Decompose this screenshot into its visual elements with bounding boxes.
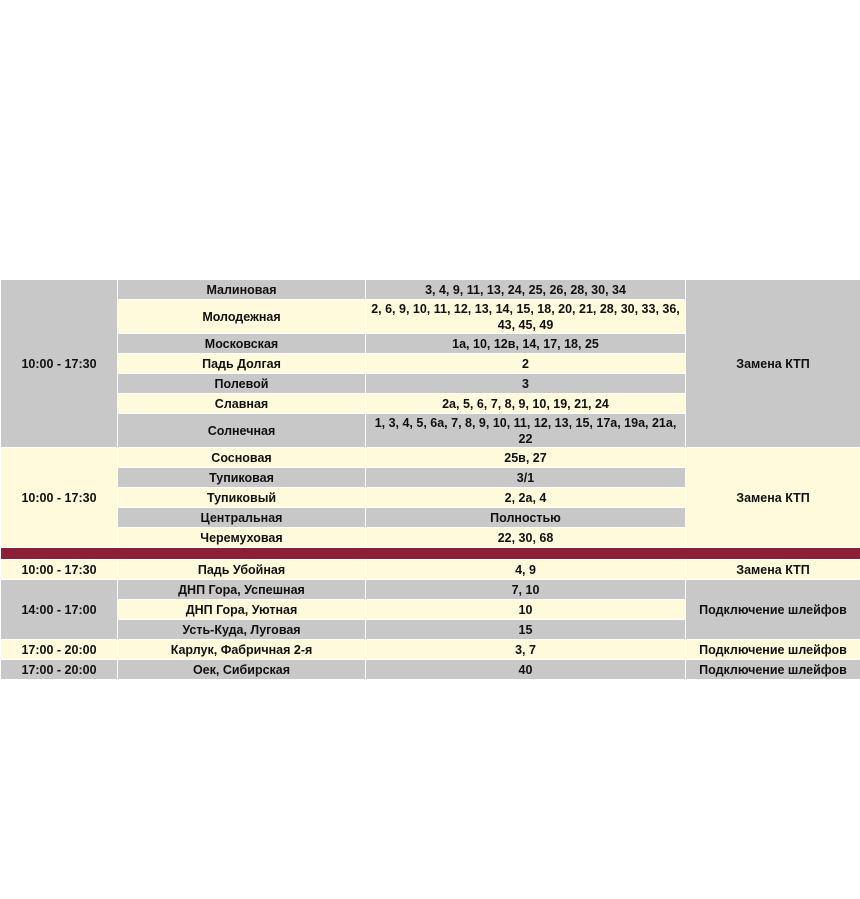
houses-cell: 3, 4, 9, 11, 13, 24, 25, 26, 28, 30, 34 (365, 279, 686, 300)
time-cell: 10:00 - 17:30 (0, 279, 118, 448)
schedule-body: 10:00 - 17:30 Малиновая 3, 4, 9, 11, 13, 2… (0, 279, 860, 680)
street-cell: Малиновая (117, 279, 366, 300)
table-row: Центральная Полностью (1, 507, 860, 528)
time-cell: 14:00 - 17:00 (0, 579, 118, 640)
houses-cell: Полностью (365, 507, 686, 528)
time-cell: 10:00 - 17:30 (0, 559, 118, 580)
houses-cell: 2 (365, 353, 686, 374)
houses-cell: 25в, 27 (365, 447, 686, 468)
street-cell: ДНП Гора, Успешная (117, 579, 366, 600)
street-cell: Падь Убойная (117, 559, 366, 580)
work-type-cell: Подключение шлейфов (685, 659, 860, 680)
table-row: 10:00 - 17:30 Сосновая 25в, 27 Замена КТП (0, 447, 860, 548)
street-cell: Черемуховая (117, 527, 366, 548)
table-row: Усть-Куда, Луговая 15 (1, 619, 860, 640)
street-cell: Центральная (117, 507, 366, 528)
work-type-cell: Замена КТП (685, 447, 860, 548)
table-row: Славная 2а, 5, 6, 7, 8, 9, 10, 19, 21, 24 (1, 393, 860, 414)
table-row: 17:00 - 20:00 Оек, Сибирская 40 Подключение… (0, 659, 860, 680)
table-row: Московская 1а, 10, 12в, 14, 17, 18, 25 (1, 333, 860, 354)
table-row: Черемуховая 22, 30, 68 (1, 527, 860, 548)
houses-cell: 1, 3, 4, 5, 6а, 7, 8, 9, 10, 11, 12, 13,… (365, 413, 686, 448)
houses-cell: 40 (365, 659, 686, 680)
houses-cell: 2, 2а, 4 (365, 487, 686, 508)
houses-cell: 15 (365, 619, 686, 640)
street-cell: Молодежная (117, 299, 366, 334)
table-row: Молодежная 2, 6, 9, 10, 11, 12, 13, 14, 1… (1, 299, 860, 334)
houses-cell: 4, 9 (365, 559, 686, 580)
separator-bar (0, 547, 860, 560)
houses-cell: 3 (365, 373, 686, 394)
street-cell: Усть-Куда, Луговая (117, 619, 366, 640)
street-cell: Тупиковая (117, 467, 366, 488)
street-cell: Московская (117, 333, 366, 354)
street-cell: Тупиковый (117, 487, 366, 508)
houses-cell: 1а, 10, 12в, 14, 17, 18, 25 (365, 333, 686, 354)
table-row: Солнечная 1, 3, 4, 5, 6а, 7, 8, 9, 10, 11… (1, 413, 860, 448)
street-cell: Полевой (117, 373, 366, 394)
group-separator (0, 547, 860, 560)
street-cell: Оек, Сибирская (117, 659, 366, 680)
table-row: Тупиковая 3/1 (1, 467, 860, 488)
table-row: ДНП Гора, Уютная 10 (1, 599, 860, 620)
houses-cell: 22, 30, 68 (365, 527, 686, 548)
street-cell: Сосновая (117, 447, 366, 468)
houses-cell: 2, 6, 9, 10, 11, 12, 13, 14, 15, 18, 20,… (365, 299, 686, 334)
street-cell: Солнечная (117, 413, 366, 448)
houses-cell: 3/1 (365, 467, 686, 488)
time-cell: 17:00 - 20:00 (0, 659, 118, 680)
street-cell: ДНП Гора, Уютная (117, 599, 366, 620)
table-row: 10:00 - 17:30 Падь Убойная 4, 9 Замена КТП (0, 559, 860, 580)
time-cell: 17:00 - 20:00 (0, 639, 118, 660)
table-row: 14:00 - 17:00 ДНП Гора, Успешная 7, 10 Подк… (0, 579, 860, 640)
table-row: Падь Долгая 2 (1, 353, 860, 374)
work-type-cell: Подключение шлейфов (685, 579, 860, 640)
table-row: 10:00 - 17:30 Малиновая 3, 4, 9, 11, 13, 2… (0, 279, 860, 448)
work-type-cell: Подключение шлейфов (685, 639, 860, 660)
outage-schedule-table: 10:00 - 17:30 Малиновая 3, 4, 9, 11, 13, 2… (0, 279, 860, 680)
work-type-cell: Замена КТП (685, 559, 860, 580)
table-row: Полевой 3 (1, 373, 860, 394)
houses-cell: 7, 10 (365, 579, 686, 600)
houses-cell: 3, 7 (365, 639, 686, 660)
houses-cell: 2а, 5, 6, 7, 8, 9, 10, 19, 21, 24 (365, 393, 686, 414)
table-row: Тупиковый 2, 2а, 4 (1, 487, 860, 508)
work-type-cell: Замена КТП (685, 279, 860, 448)
table-row: 17:00 - 20:00 Карлук, Фабричная 2-я 3, 7 По… (0, 639, 860, 660)
street-cell: Карлук, Фабричная 2-я (117, 639, 366, 660)
houses-cell: 10 (365, 599, 686, 620)
street-cell: Славная (117, 393, 366, 414)
street-cell: Падь Долгая (117, 353, 366, 374)
time-cell: 10:00 - 17:30 (0, 447, 118, 548)
